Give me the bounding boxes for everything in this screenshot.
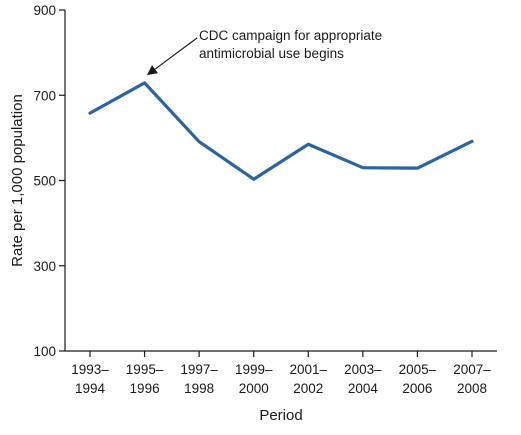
y-tick-label: 500 <box>33 174 56 189</box>
annotation-text: CDC campaign for appropriate <box>199 28 382 43</box>
axes-group: 100 300 500 700 900 1993– 1994 1995– 1996 1997– 19… <box>9 3 497 424</box>
annotation-group: CDC campaign for appropriate antimicrobia… <box>146 28 382 76</box>
x-tick-label: 2008 <box>457 381 487 396</box>
x-tick-label: 2002 <box>293 381 323 396</box>
annotation-text: antimicrobial use begins <box>199 46 344 61</box>
x-tick-label: 1995– <box>126 362 164 377</box>
series-line <box>88 81 474 181</box>
x-tick-label: 2001– <box>290 362 328 377</box>
x-tick-label: 2004 <box>348 381 379 396</box>
x-tick-label: 1999– <box>235 362 273 377</box>
y-axis-title: Rate per 1,000 population <box>9 94 26 267</box>
y-tick-label: 100 <box>33 344 56 359</box>
y-tick-label: 900 <box>33 3 56 18</box>
x-tick-label: 1994 <box>75 381 106 396</box>
x-tick-label: 2003– <box>344 362 382 377</box>
x-tick-label: 1997– <box>180 362 218 377</box>
x-tick-label: 1993– <box>71 362 109 377</box>
y-tick-label: 300 <box>33 259 56 274</box>
x-axis-title: Period <box>259 407 302 424</box>
x-tick-label: 2006 <box>402 381 432 396</box>
x-tick-label: 2007– <box>453 362 491 377</box>
x-tick-label: 2005– <box>399 362 437 377</box>
x-tick-label: 1998 <box>184 381 214 396</box>
x-tick-label: 2000 <box>239 381 269 396</box>
y-tick-label: 700 <box>33 88 56 103</box>
annotation-arrow <box>146 37 198 76</box>
series-group <box>88 81 474 181</box>
x-tick-label: 1996 <box>130 381 160 396</box>
